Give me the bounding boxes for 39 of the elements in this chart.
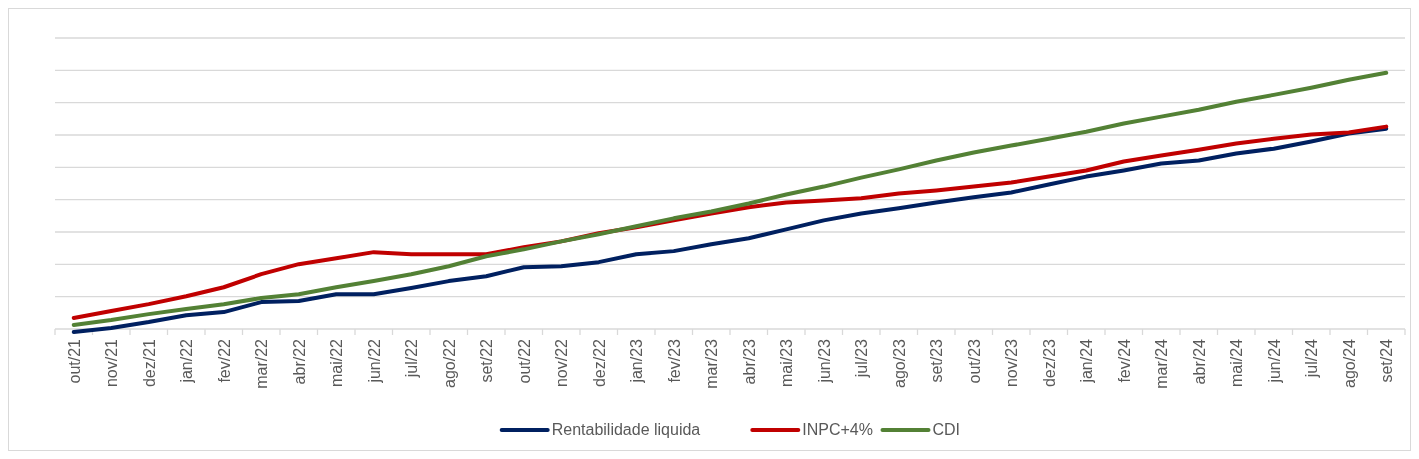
x-tick-label: jun/24 bbox=[1265, 338, 1283, 384]
x-tick-label: jan/23 bbox=[628, 338, 646, 384]
x-tick-label: mai/23 bbox=[778, 338, 796, 388]
x-tick-label: abr/23 bbox=[740, 338, 758, 385]
legend-label: INPC+4% bbox=[802, 421, 873, 438]
x-tick-label: dez/21 bbox=[140, 338, 158, 388]
x-tick-label: set/24 bbox=[1378, 338, 1396, 383]
x-tick-label: ago/23 bbox=[890, 338, 908, 388]
x-tick-label: abr/24 bbox=[1190, 338, 1208, 385]
x-tick-label: mar/22 bbox=[253, 338, 271, 389]
x-tick-label: mai/22 bbox=[328, 338, 346, 388]
x-tick-label: ago/24 bbox=[1340, 338, 1358, 388]
x-tick-label: ago/22 bbox=[440, 338, 458, 388]
x-tick-label: nov/21 bbox=[103, 338, 121, 388]
x-tick-label: dez/23 bbox=[1040, 338, 1058, 388]
x-tick-label: jul/24 bbox=[1303, 338, 1321, 379]
x-tick-label: out/22 bbox=[515, 338, 533, 384]
x-tick-label: jul/23 bbox=[853, 338, 871, 379]
x-tick-label: nov/23 bbox=[1003, 338, 1021, 388]
x-tick-label: fev/24 bbox=[1115, 338, 1133, 383]
x-tick-label: mai/24 bbox=[1228, 338, 1246, 388]
x-tick-label: abr/22 bbox=[290, 338, 308, 385]
x-tick-label: dez/22 bbox=[590, 338, 608, 388]
x-tick-label: nov/22 bbox=[553, 338, 571, 388]
x-tick-label: out/23 bbox=[965, 338, 983, 384]
x-tick-label: out/21 bbox=[65, 338, 83, 384]
legend-label: Rentabilidade liquida bbox=[551, 421, 701, 438]
x-tick-label: mar/24 bbox=[1153, 338, 1171, 389]
x-tick-label: fev/23 bbox=[665, 338, 683, 383]
x-tick-label: jan/22 bbox=[178, 338, 196, 384]
x-tick-label: fev/22 bbox=[215, 338, 233, 383]
x-tick-label: set/22 bbox=[478, 338, 496, 383]
x-tick-label: jan/24 bbox=[1078, 338, 1096, 384]
x-tick-label: jun/22 bbox=[365, 338, 383, 384]
x-tick-label: jun/23 bbox=[815, 338, 833, 384]
x-tick-label: jul/22 bbox=[403, 338, 421, 379]
x-tick-label: set/23 bbox=[928, 338, 946, 383]
legend-label: CDI bbox=[932, 421, 961, 438]
x-tick-label: mar/23 bbox=[703, 338, 721, 389]
